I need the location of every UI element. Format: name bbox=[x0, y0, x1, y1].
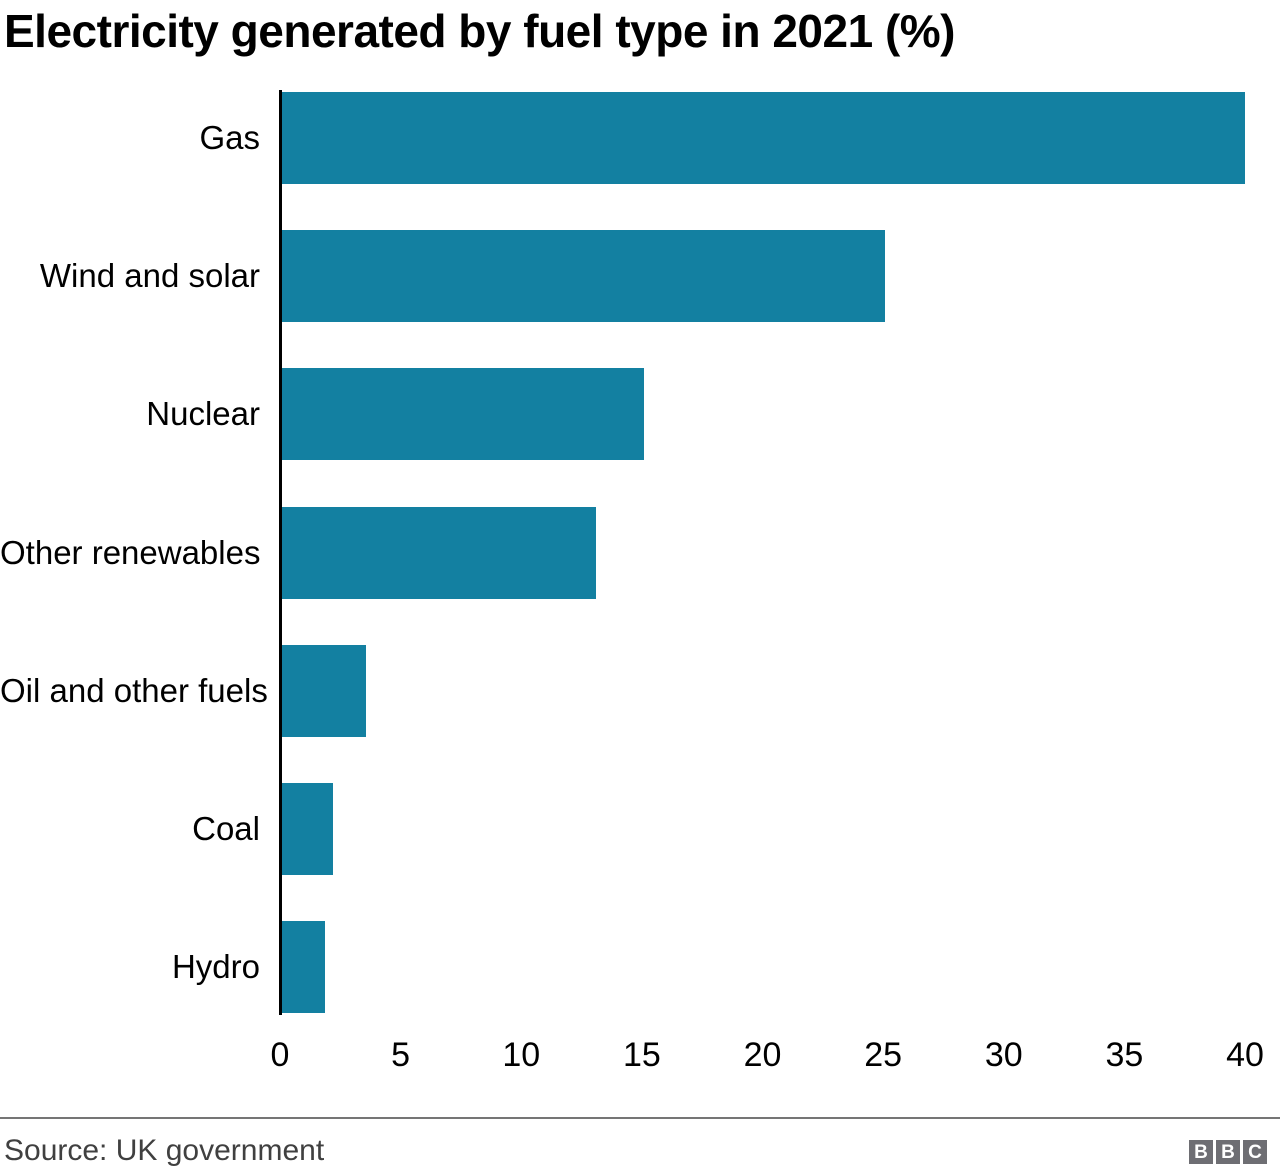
bbc-logo-block: B bbox=[1216, 1140, 1240, 1164]
bar bbox=[282, 506, 596, 599]
bar bbox=[282, 783, 333, 875]
source-attribution: Source: UK government bbox=[4, 1134, 325, 1167]
bar bbox=[282, 230, 886, 323]
y-axis-line bbox=[279, 90, 282, 1015]
x-tick-label: 25 bbox=[864, 1036, 903, 1074]
category-label: Gas bbox=[199, 119, 260, 156]
x-tick-label: 35 bbox=[1105, 1036, 1144, 1074]
category-label: Oil and other fuels bbox=[0, 671, 268, 709]
category-label: Nuclear bbox=[146, 395, 260, 433]
bar bbox=[282, 92, 1245, 184]
bbc-logo-block: C bbox=[1243, 1140, 1267, 1164]
category-label: Coal bbox=[192, 810, 260, 847]
x-tick-label: 15 bbox=[622, 1036, 661, 1074]
category-label: Hydro bbox=[171, 948, 260, 986]
x-tick-label: 20 bbox=[743, 1036, 782, 1074]
category-label: Wind and solar bbox=[39, 257, 260, 295]
x-tick-label: 30 bbox=[984, 1036, 1023, 1074]
chart-title: Electricity generated by fuel type in 20… bbox=[4, 5, 956, 57]
footer-divider bbox=[0, 1117, 1280, 1119]
bbc-logo-block: B bbox=[1189, 1140, 1213, 1164]
bar bbox=[282, 644, 367, 737]
x-tick-label: 0 bbox=[270, 1036, 290, 1074]
bar bbox=[282, 921, 326, 1014]
x-tick-label: 40 bbox=[1226, 1036, 1264, 1074]
bar bbox=[282, 368, 644, 461]
category-label: Other renewables bbox=[0, 533, 261, 571]
x-tick-label: 5 bbox=[391, 1036, 411, 1074]
x-tick-label: 10 bbox=[502, 1036, 541, 1074]
